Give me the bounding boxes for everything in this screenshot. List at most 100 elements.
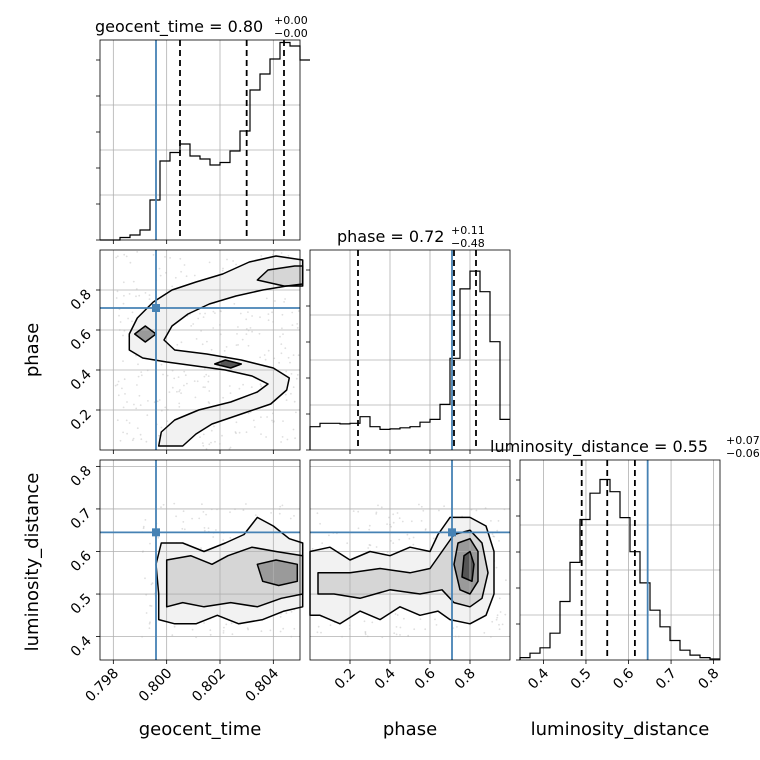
contours-luminosity-distance-vs-phase: [309, 516, 495, 625]
sample-point: [357, 527, 360, 530]
panel-frame: [99, 459, 301, 661]
sample-point: [316, 512, 319, 515]
x-tick-label: 0.804: [242, 665, 282, 705]
sample-point: [158, 434, 160, 437]
x-axis-label-phase: phase: [383, 719, 437, 740]
density-region: [318, 530, 488, 607]
sample-point: [148, 622, 151, 625]
sample-point: [151, 582, 154, 584]
histogram-layer: [100, 41, 720, 660]
sample-point: [203, 622, 206, 624]
sample-point: [498, 540, 500, 542]
x-tick-label: 0.7: [653, 666, 680, 693]
sample-point: [182, 510, 185, 513]
sample-point: [125, 419, 128, 422]
sample-point: [222, 630, 225, 632]
sample-point: [162, 373, 164, 376]
contour-line: [317, 529, 489, 608]
panel-frame: [309, 249, 511, 451]
sample-point: [205, 448, 208, 450]
sample-point: [202, 444, 205, 447]
sample-point: [129, 261, 132, 264]
sample-point: [297, 354, 300, 357]
contour-line: [213, 359, 243, 369]
truth-layer: [100, 40, 649, 660]
sample-point: [263, 354, 266, 356]
density-region: [257, 560, 298, 586]
sample-point: [364, 633, 367, 636]
sample-point: [398, 538, 401, 541]
panel-frame: [99, 249, 301, 451]
sample-point: [363, 620, 366, 623]
sample-point: [280, 343, 283, 345]
sample-point: [371, 621, 374, 624]
sample-point: [123, 294, 125, 297]
sample-point: [203, 529, 206, 532]
sample-point: [432, 537, 435, 540]
sample-point: [116, 290, 119, 293]
sample-point: [193, 380, 196, 382]
sample-point: [201, 343, 204, 346]
sample-point: [162, 503, 165, 506]
sample-point: [135, 288, 138, 290]
title-name: geocent_time: [95, 17, 204, 37]
sample-point: [144, 292, 147, 294]
sample-point: [266, 416, 268, 418]
y-tick-label: 0.4: [68, 633, 95, 660]
sample-point: [498, 628, 501, 631]
sample-point: [223, 626, 225, 629]
sample-point: [237, 326, 239, 328]
sample-point: [131, 320, 133, 323]
sample-point: [233, 303, 236, 305]
sample-point: [226, 258, 228, 261]
sample-point: [136, 384, 138, 386]
y-axis-label-luminosity-distance: luminosity_distance: [22, 473, 43, 652]
sample-point: [245, 431, 248, 434]
sample-point: [122, 360, 124, 362]
sample-point: [208, 390, 211, 392]
sample-point: [131, 439, 134, 442]
sample-point: [241, 338, 244, 341]
sample-point: [149, 604, 152, 607]
sample-point: [394, 613, 397, 615]
sample-point: [214, 440, 216, 443]
sample-point: [136, 251, 139, 253]
sample-point: [208, 402, 211, 405]
sample-point: [142, 527, 145, 530]
sample-point: [395, 633, 398, 636]
sample-point: [504, 613, 507, 616]
sample-point: [271, 419, 273, 422]
sample-point: [281, 436, 284, 438]
sample-point: [290, 392, 292, 395]
sample-point: [420, 505, 423, 508]
sample-point: [158, 399, 161, 401]
sample-point: [166, 374, 169, 377]
sample-point: [285, 399, 288, 401]
sample-point: [173, 502, 176, 505]
sample-point: [140, 371, 143, 373]
sample-point: [260, 385, 263, 388]
sample-point: [122, 302, 125, 305]
sample-point: [131, 311, 134, 314]
sample-point: [149, 621, 151, 624]
sample-point: [231, 633, 234, 636]
histogram-phase: [309, 270, 510, 450]
sample-point: [399, 626, 402, 629]
sample-point: [418, 503, 420, 506]
sample-point: [203, 367, 206, 370]
sample-point: [392, 521, 395, 524]
sample-point: [149, 542, 151, 545]
sample-point: [178, 402, 181, 405]
sample-point: [367, 547, 370, 549]
sample-point: [171, 285, 174, 288]
sample-point: [286, 438, 289, 441]
sample-point: [280, 441, 282, 443]
sample-point: [285, 370, 288, 373]
sample-point: [229, 537, 232, 539]
sample-point: [191, 628, 194, 631]
svg-text:luminosity_distance = 0.55: luminosity_distance = 0.55: [490, 437, 708, 457]
sample-point: [239, 312, 242, 315]
sample-point: [228, 385, 231, 387]
sample-point: [280, 252, 283, 254]
sample-point: [399, 634, 401, 636]
